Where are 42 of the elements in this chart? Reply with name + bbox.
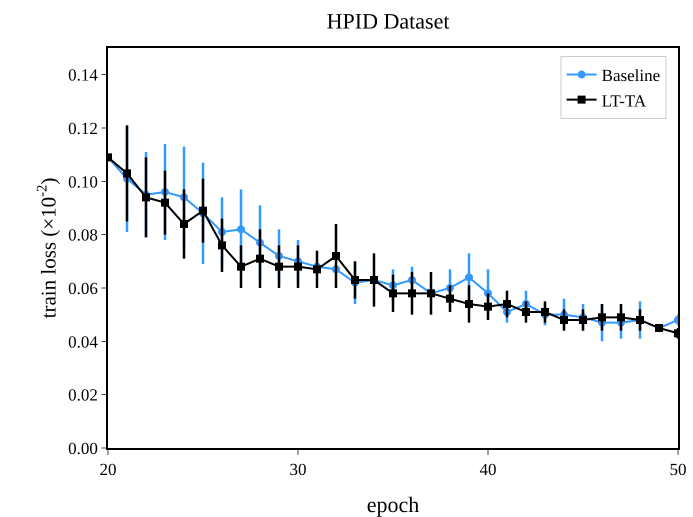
y-tick-label: 0.00	[68, 438, 98, 458]
chart-title: HPID Dataset	[326, 8, 450, 34]
point	[579, 316, 587, 324]
x-tick-label: 20	[100, 460, 116, 480]
point	[218, 241, 226, 250]
y-tick-label: 0.10	[68, 172, 98, 192]
point	[465, 273, 473, 282]
legend-label: LT-TA	[602, 91, 647, 110]
point	[332, 252, 340, 260]
point	[351, 276, 359, 284]
point	[522, 308, 530, 316]
y-tick-label: 0.08	[68, 226, 98, 245]
point	[123, 169, 131, 178]
point	[313, 265, 321, 274]
x-tick-label: 50	[670, 460, 686, 480]
point	[142, 193, 150, 202]
y-tick-label: 0.14	[68, 66, 98, 85]
point	[237, 262, 245, 271]
point	[598, 313, 606, 322]
y-tick-label: 0.12	[68, 118, 98, 138]
point	[256, 254, 264, 263]
y-tick-label: 0.04	[68, 332, 98, 352]
y-tick-label: 0.02	[68, 386, 98, 405]
x-tick-label: 30	[290, 460, 306, 480]
x-tick-label: 40	[480, 460, 496, 480]
point	[446, 294, 454, 303]
point	[484, 302, 492, 311]
point	[275, 262, 283, 271]
y-tick-label: 0.06	[68, 278, 98, 298]
point	[294, 262, 302, 271]
legend-label: Baseline	[602, 66, 660, 86]
point	[465, 300, 473, 308]
x-axis-title: epoch	[366, 492, 420, 517]
point	[560, 316, 568, 324]
point	[161, 198, 169, 207]
point	[237, 225, 245, 234]
point	[180, 220, 188, 228]
point	[389, 289, 397, 298]
point	[541, 308, 549, 316]
point	[617, 313, 625, 322]
point	[503, 300, 511, 308]
point	[408, 289, 416, 298]
